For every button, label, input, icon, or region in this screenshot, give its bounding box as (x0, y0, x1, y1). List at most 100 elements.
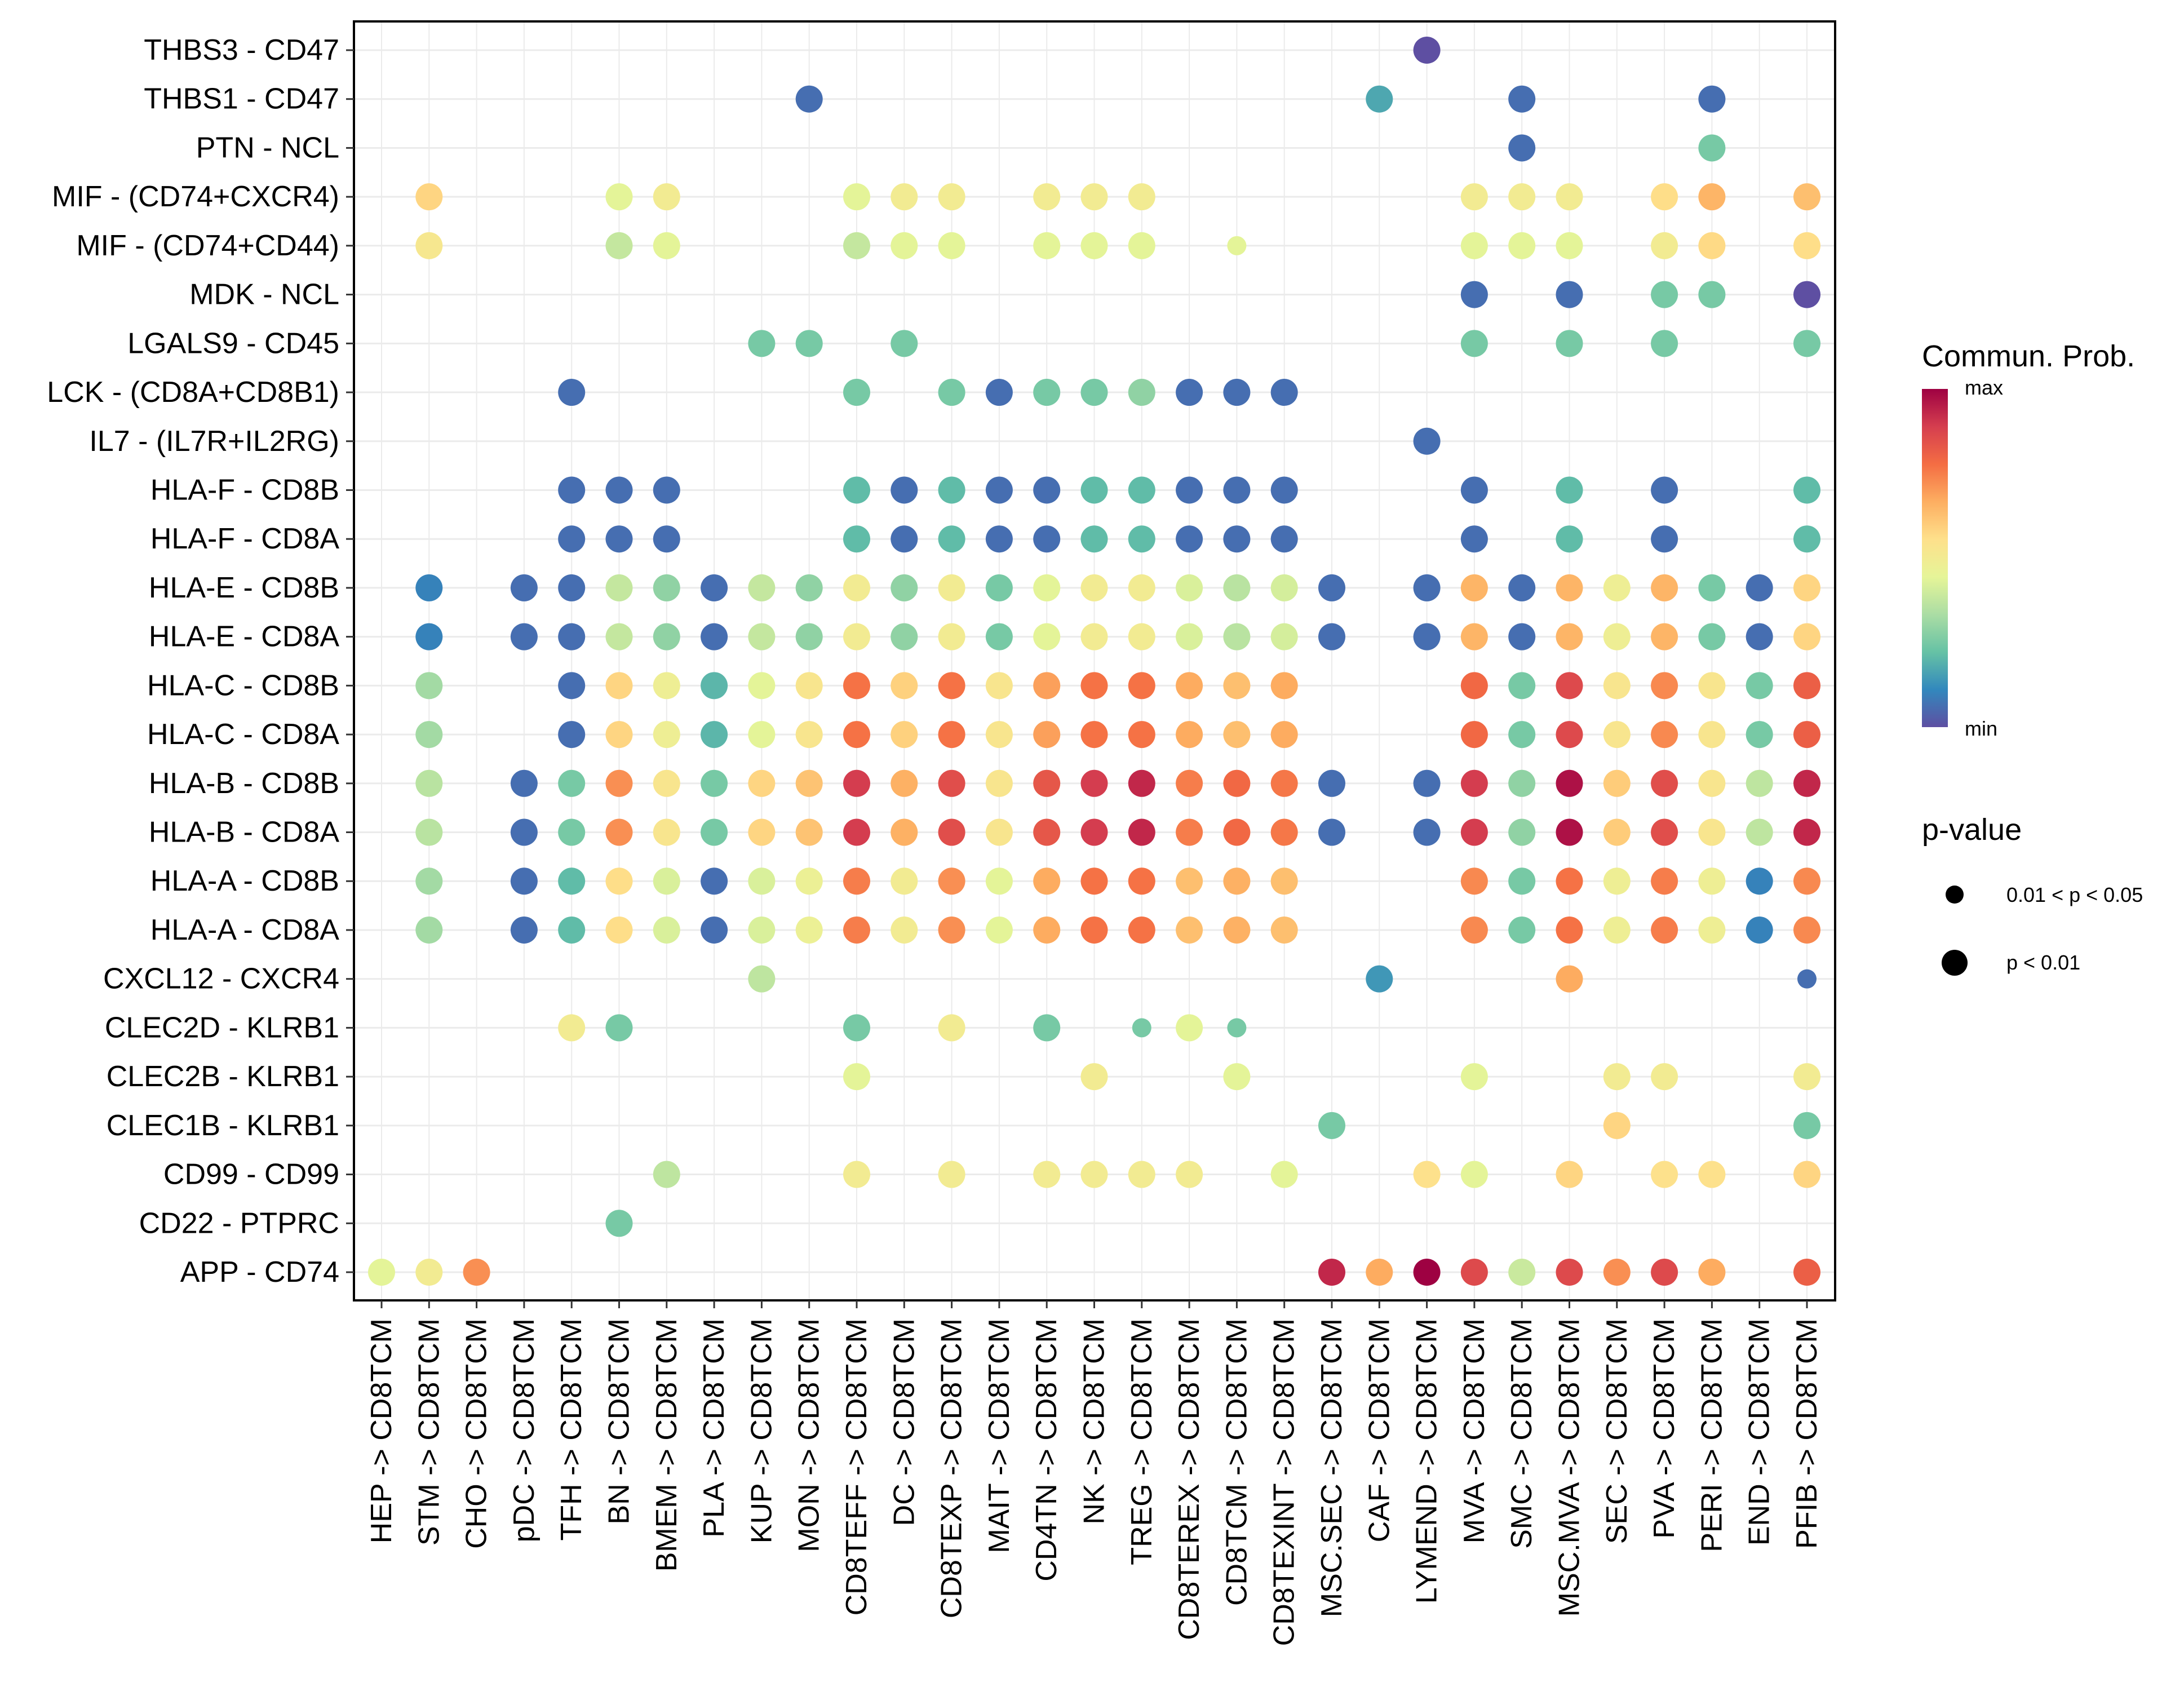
dot-point (1128, 379, 1155, 406)
x-tick-label: PFIB -> CD8TCM (1791, 1318, 1823, 1549)
dot-point (1793, 1063, 1820, 1091)
dot-point (1080, 672, 1108, 700)
dot-point (653, 769, 680, 797)
dot-point (891, 232, 918, 259)
y-tick-label: HLA-B - CD8B (149, 767, 339, 800)
x-tick-label: CHO -> CD8TCM (460, 1318, 493, 1549)
y-tick-label: MDK - NCL (189, 278, 339, 311)
dot-point (1651, 476, 1678, 504)
pvalue-legend-title: p-value (1922, 813, 2022, 847)
dot-point (1033, 916, 1061, 944)
dot-point (1651, 525, 1678, 553)
dot-point (1033, 867, 1061, 895)
dot-point (1651, 916, 1678, 944)
x-tick-label: HEP -> CD8TCM (365, 1318, 398, 1543)
dot-point (1413, 1161, 1441, 1188)
dot-point (1651, 281, 1678, 308)
dot-point (510, 916, 538, 944)
dot-point (938, 1014, 965, 1042)
colorbar-legend: Commun. Prob. max min (1922, 339, 2135, 740)
dot-point (1033, 721, 1061, 749)
dot-point (1793, 1112, 1820, 1139)
dot-point (1176, 672, 1203, 700)
dot-point (1508, 134, 1536, 162)
dot-point (1793, 1259, 1820, 1286)
dot-point (843, 1161, 870, 1188)
y-tick-label: APP - CD74 (180, 1256, 339, 1289)
dot-point (1080, 721, 1108, 749)
dot-point (843, 379, 870, 406)
dot-point (1698, 232, 1726, 259)
dot-point (985, 525, 1013, 553)
x-tick-label: CAF -> CD8TCM (1363, 1318, 1396, 1542)
dot-point (1793, 525, 1820, 553)
dot-point (1556, 183, 1583, 211)
dot-point (843, 1014, 870, 1042)
dot-point (1176, 476, 1203, 504)
dot-point (1651, 623, 1678, 650)
y-tick-label: MIF - (CD74+CXCR4) (52, 180, 339, 213)
dot-point (1033, 623, 1061, 650)
dot-point (1793, 330, 1820, 357)
dot-point (605, 672, 633, 700)
dot-point (891, 818, 918, 846)
dot-point (701, 769, 728, 797)
y-tick-label: HLA-A - CD8A (150, 914, 340, 946)
dot-point (1460, 183, 1488, 211)
dot-point (1556, 574, 1583, 601)
dot-point (1413, 623, 1441, 650)
dot-point (1413, 574, 1441, 601)
dot-point (1793, 916, 1820, 944)
dot-point (1318, 623, 1345, 650)
dot-point (1556, 916, 1583, 944)
dot-point (653, 916, 680, 944)
dot-point (1508, 867, 1536, 895)
dot-point (1746, 721, 1773, 749)
dot-point (1651, 818, 1678, 846)
dot-point (1651, 721, 1678, 749)
dot-point (938, 769, 965, 797)
x-tick-label: TFH -> CD8TCM (555, 1318, 588, 1541)
dot-point (1080, 232, 1108, 259)
dot-point (1508, 85, 1536, 113)
dot-point (1698, 672, 1726, 700)
dot-point (1033, 769, 1061, 797)
x-tick-label: SMC -> CD8TCM (1505, 1318, 1538, 1549)
dot-point (1556, 281, 1583, 308)
dot-point (415, 623, 443, 650)
dot-point (1128, 1161, 1155, 1188)
dot-point (938, 379, 965, 406)
dot-point (1508, 232, 1536, 259)
y-axis: THBS3 - CD47 THBS1 - CD47 PTN - NCL MIF - (… (47, 34, 354, 1289)
y-tick-label: HLA-C - CD8A (147, 718, 339, 751)
dot-point (1460, 867, 1488, 895)
dot-point (701, 623, 728, 650)
dot-point (1508, 721, 1536, 749)
dot-point (1080, 769, 1108, 797)
dot-point (938, 574, 965, 601)
dot-point (1227, 1018, 1247, 1038)
x-tick-label: LYMEND -> CD8TCM (1411, 1318, 1443, 1604)
dot-point (510, 623, 538, 650)
y-tick-label: HLA-A - CD8B (150, 865, 339, 897)
dot-point (795, 85, 823, 113)
dot-point (1651, 769, 1678, 797)
dot-point (1793, 281, 1820, 308)
dot-point (1793, 769, 1820, 797)
y-tick-label: HLA-B - CD8A (149, 816, 339, 849)
dot-point (653, 721, 680, 749)
dot-point (1080, 574, 1108, 601)
dot-point (605, 476, 633, 504)
y-tick-label: THBS1 - CD47 (144, 83, 339, 116)
pvalue-legend-small-dot (1946, 886, 1964, 904)
dot-point (415, 232, 443, 259)
dot-point (1128, 232, 1155, 259)
x-tick-label: CD4TN -> CD8TCM (1030, 1318, 1063, 1582)
dot-point (1460, 281, 1488, 308)
x-tick-label: MAIT -> CD8TCM (983, 1318, 1016, 1553)
dot-point (748, 574, 776, 601)
dot-point (701, 574, 728, 601)
dot-point (1128, 769, 1155, 797)
dot-point (701, 721, 728, 749)
dot-point (1033, 574, 1061, 601)
